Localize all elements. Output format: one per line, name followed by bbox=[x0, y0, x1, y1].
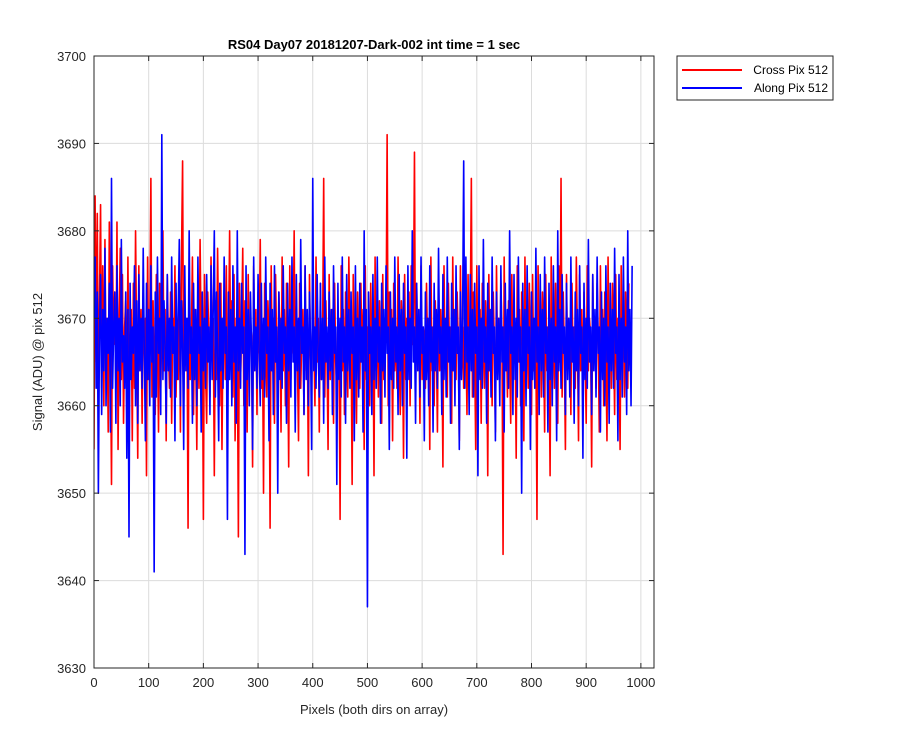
x-tick-label: 800 bbox=[521, 675, 543, 690]
y-tick-label: 3640 bbox=[57, 574, 86, 589]
y-tick-label: 3670 bbox=[57, 311, 86, 326]
x-tick-label: 500 bbox=[357, 675, 379, 690]
x-tick-label: 1000 bbox=[626, 675, 655, 690]
x-tick-label: 400 bbox=[302, 675, 324, 690]
y-tick-label: 3700 bbox=[57, 49, 86, 64]
x-tick-label: 600 bbox=[411, 675, 433, 690]
x-tick-label: 200 bbox=[193, 675, 215, 690]
y-tick-label: 3680 bbox=[57, 224, 86, 239]
legend-box bbox=[676, 55, 834, 101]
series-layer bbox=[94, 133, 633, 608]
legend: Cross Pix 512 Along Pix 512 bbox=[676, 55, 834, 101]
series-line-along-pix bbox=[94, 133, 633, 608]
legend-label-along: Along Pix 512 bbox=[754, 81, 828, 95]
x-tick-label: 300 bbox=[247, 675, 269, 690]
x-tick-label: 0 bbox=[90, 675, 97, 690]
x-tick-label: 100 bbox=[138, 675, 160, 690]
x-axis-label: Pixels (both dirs on array) bbox=[300, 702, 448, 717]
y-tick-label: 3650 bbox=[57, 486, 86, 501]
legend-label-cross: Cross Pix 512 bbox=[753, 63, 828, 77]
x-tick-label: 700 bbox=[466, 675, 488, 690]
y-tick-label: 3690 bbox=[57, 136, 86, 151]
chart-title: RS04 Day07 20181207-Dark-002 int time = … bbox=[228, 37, 520, 52]
x-tick-label: 900 bbox=[575, 675, 597, 690]
plot-frame bbox=[93, 55, 655, 669]
axis-ticks: 0 100 200 300 400 500 600 700 800 900 1000 3630 3640… bbox=[57, 49, 655, 690]
y-tick-label: 3630 bbox=[57, 661, 86, 676]
y-axis-label: Signal (ADU) @ pix 512 bbox=[30, 293, 45, 431]
y-tick-label: 3660 bbox=[57, 399, 86, 414]
